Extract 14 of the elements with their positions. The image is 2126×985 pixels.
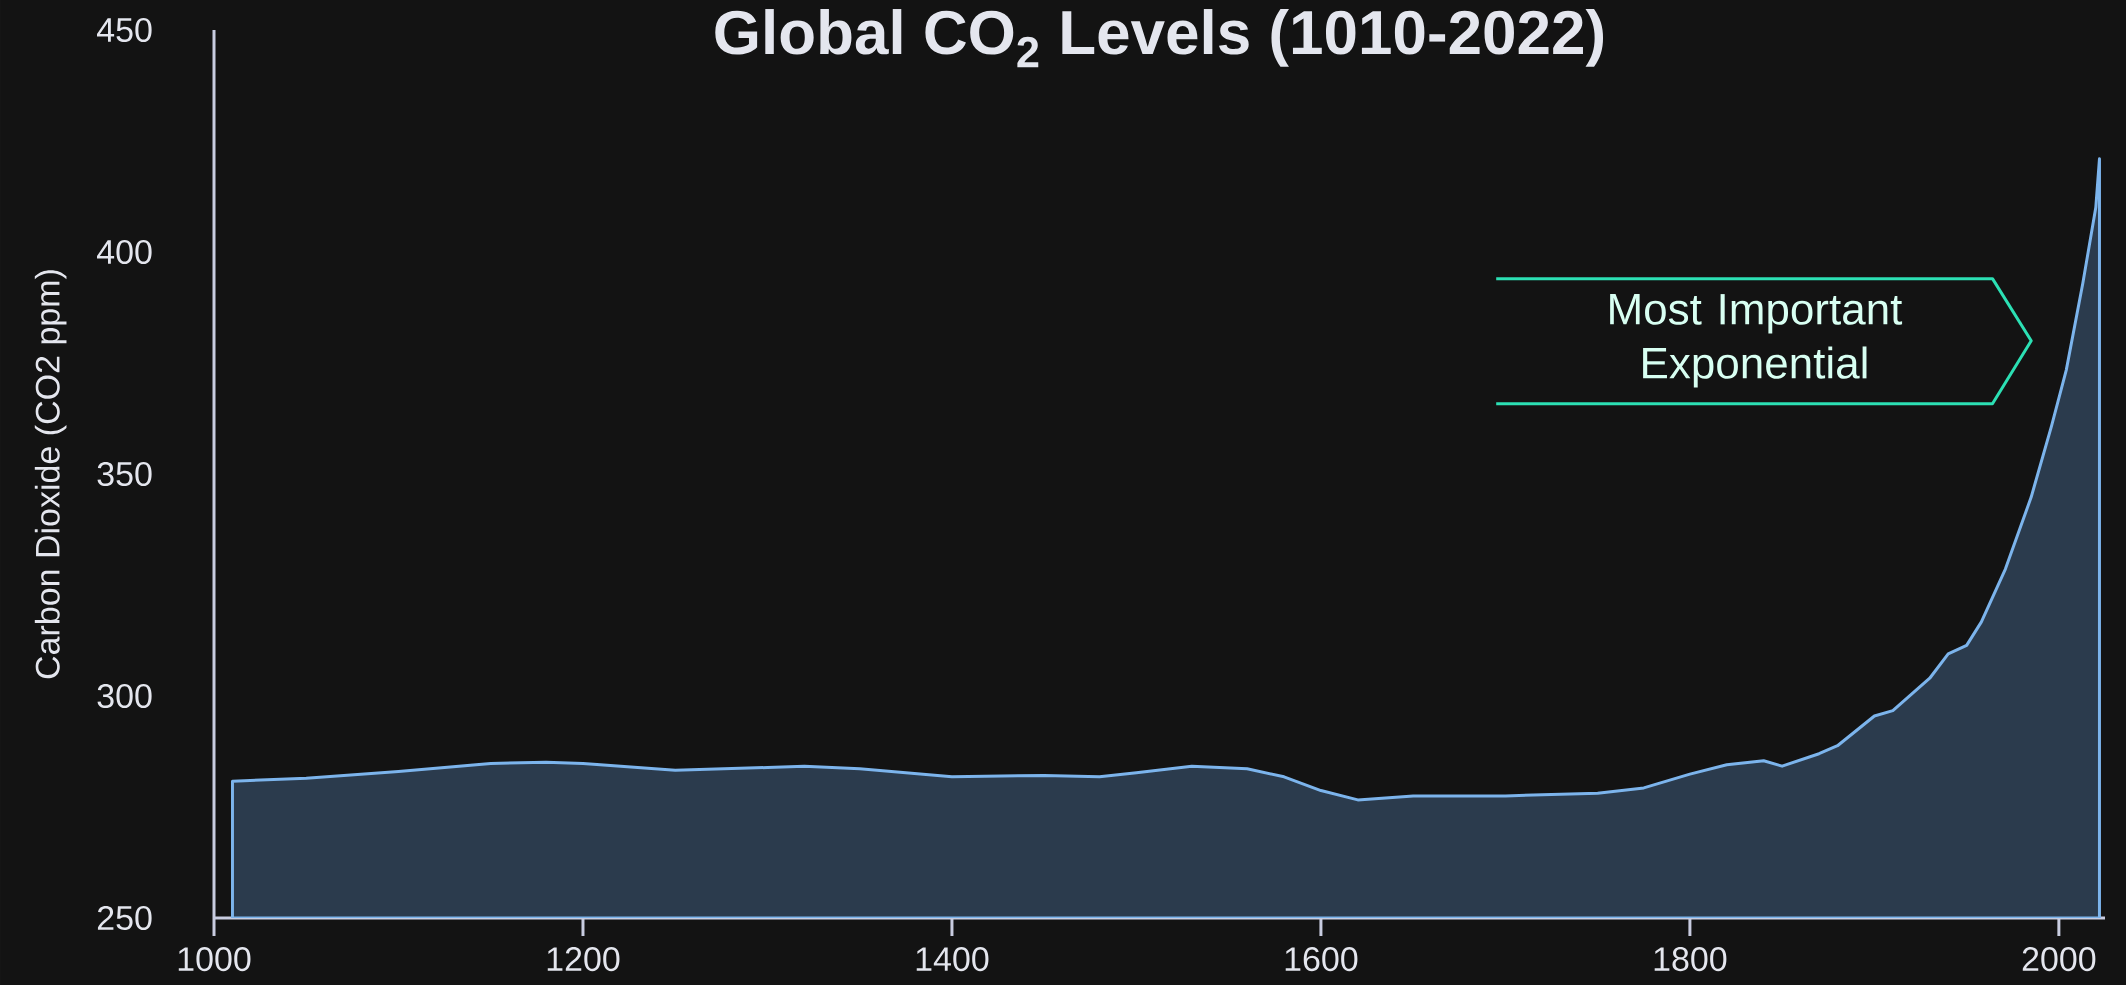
- chart-title: Global CO$_{2}$ Levels (1010-2022): [715, 9, 1604, 68]
- x-tick-label: 1600: [1285, 947, 1358, 972]
- x-tick-label: 2000: [2022, 947, 2096, 972]
- y-axis-title: Carbon Dioxide (CO2 ppm): [34, 270, 67, 679]
- annotation: Most Important Exponential: [1610, 294, 1903, 388]
- x-tick-label: 1800: [1654, 947, 1727, 972]
- y-tick-label: 450: [97, 17, 152, 43]
- x-tick-label: 1000: [178, 947, 251, 972]
- x-tick-label: 1200: [547, 947, 620, 972]
- y-tick-label: 400: [97, 239, 152, 265]
- x-tick-label: 1400: [916, 947, 989, 972]
- y-tick-label: 250: [97, 905, 152, 931]
- y-tick-label: 300: [97, 683, 152, 709]
- y-tick-label: 350: [97, 461, 152, 487]
